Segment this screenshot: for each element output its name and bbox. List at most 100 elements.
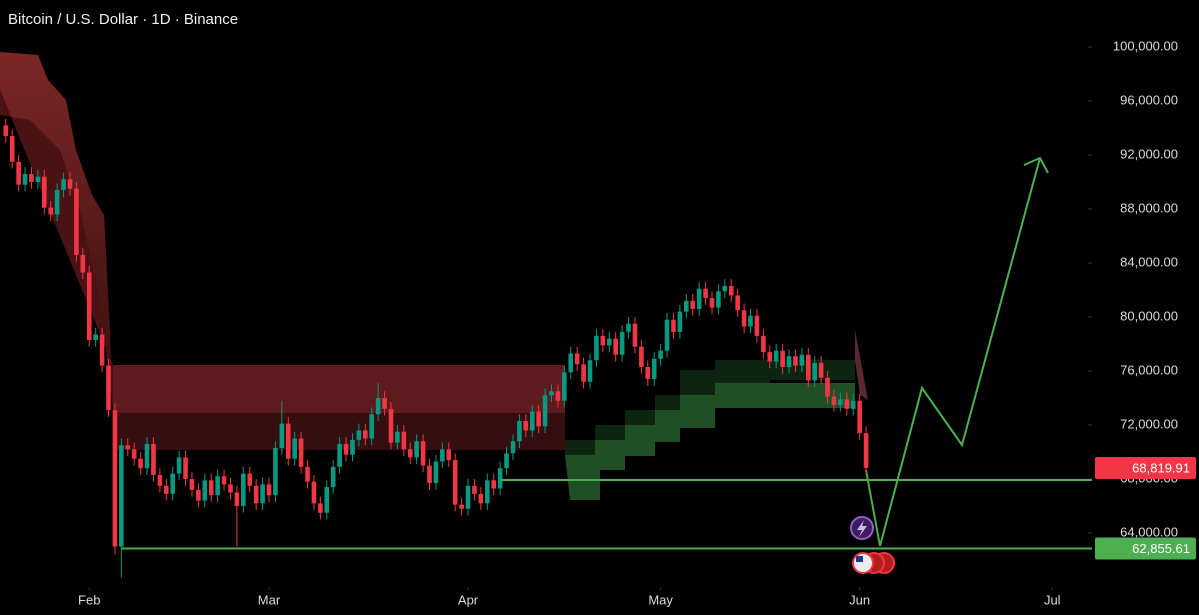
candle-body <box>709 298 715 308</box>
candle-body <box>562 372 567 401</box>
candle-body <box>600 335 606 346</box>
candle-body <box>247 473 253 486</box>
candle-body <box>799 354 805 366</box>
x-tick-label: Feb <box>78 592 100 607</box>
candle-body <box>812 362 818 381</box>
candle-body <box>857 400 862 434</box>
y-tick-label: 96,000.00 <box>1120 92 1178 107</box>
red-zone-top <box>113 365 565 413</box>
x-tick-label: Mar <box>258 592 281 607</box>
candle-body <box>574 353 580 365</box>
candle-body <box>619 331 625 355</box>
candle-body <box>305 466 310 482</box>
candle-body <box>761 335 766 353</box>
candle-body <box>716 291 721 308</box>
candle-body <box>606 338 612 346</box>
candle-body <box>144 443 150 469</box>
candle-body <box>517 420 522 442</box>
candle-body <box>664 319 670 351</box>
candle-body <box>382 398 387 409</box>
candle-body <box>767 352 773 362</box>
candle-body <box>536 411 541 427</box>
candle-body <box>273 447 278 496</box>
candle-body <box>529 411 535 431</box>
candle-body <box>221 476 227 485</box>
candle-body <box>728 285 734 296</box>
candle-body <box>465 485 471 509</box>
candle-body <box>651 358 657 380</box>
candle-body <box>703 288 708 299</box>
candle-body <box>497 468 503 489</box>
level-price-label: 62,855.61 <box>1132 541 1190 556</box>
candle-body <box>677 311 683 332</box>
candle-body <box>671 319 676 332</box>
candle-body <box>523 420 529 431</box>
candle-body <box>407 449 413 458</box>
candle-body <box>388 408 394 443</box>
candle-body <box>298 438 304 467</box>
candle-body <box>780 350 785 367</box>
candle-body <box>696 288 702 309</box>
red-cloud <box>0 52 113 410</box>
last-price-box <box>1095 456 1196 479</box>
candle-body <box>54 190 60 215</box>
candle-body <box>35 176 41 182</box>
candle-body <box>93 334 98 340</box>
x-tick-label: Jun <box>849 592 870 607</box>
candle-body <box>722 285 728 292</box>
candle-body <box>131 449 137 459</box>
candle-body <box>9 136 15 162</box>
candle-body <box>427 465 432 484</box>
green-zone-bottom <box>565 383 855 500</box>
candle-body <box>151 443 156 475</box>
x-tick-label: May <box>648 592 673 607</box>
x-tick-label: Jul <box>1044 592 1061 607</box>
candle-body <box>831 396 837 405</box>
candle-body <box>74 188 79 255</box>
candle-body <box>176 457 182 474</box>
candle-body <box>741 310 747 327</box>
candle-body <box>850 400 856 409</box>
candle-body <box>330 466 336 488</box>
y-tick-label: 100,000.00 <box>1113 38 1178 53</box>
candle-body <box>414 441 419 458</box>
candle-body <box>343 443 349 455</box>
candle-body <box>825 377 830 397</box>
candle-body <box>735 295 740 311</box>
candle-body <box>645 366 651 380</box>
candle-body <box>568 353 574 373</box>
candle-body <box>510 441 516 454</box>
candle-body <box>311 481 317 504</box>
candle-body <box>613 338 618 355</box>
candle-body <box>99 334 105 366</box>
candle-body <box>234 492 240 507</box>
candle-body <box>350 439 355 455</box>
candle-body <box>260 484 265 504</box>
candle-body <box>786 356 792 367</box>
candle-body <box>684 300 689 312</box>
candle-body <box>587 360 593 382</box>
candle-body <box>542 395 548 427</box>
red-zone-bottom <box>113 413 565 450</box>
candle-body <box>369 414 375 439</box>
candle-body <box>748 315 753 327</box>
candle-body <box>119 445 124 547</box>
y-tick-label: 80,000.00 <box>1120 308 1178 323</box>
candle-body <box>401 431 407 450</box>
candle-body <box>215 476 220 496</box>
red-cloud-lower <box>0 90 113 410</box>
projection-arrowhead <box>1023 156 1049 174</box>
candle-body <box>112 410 118 547</box>
green-zone-top <box>565 360 855 455</box>
candle-body <box>452 460 458 505</box>
candle-body <box>292 438 297 459</box>
projection-line <box>865 157 1041 547</box>
candle-body <box>196 489 201 501</box>
candle-body <box>594 335 599 361</box>
candle-body <box>420 441 426 466</box>
candle-body <box>163 485 169 494</box>
event-icon-bolt <box>857 520 867 537</box>
candle-body <box>48 207 54 215</box>
candle-body <box>67 179 73 189</box>
candle-body <box>253 485 259 504</box>
